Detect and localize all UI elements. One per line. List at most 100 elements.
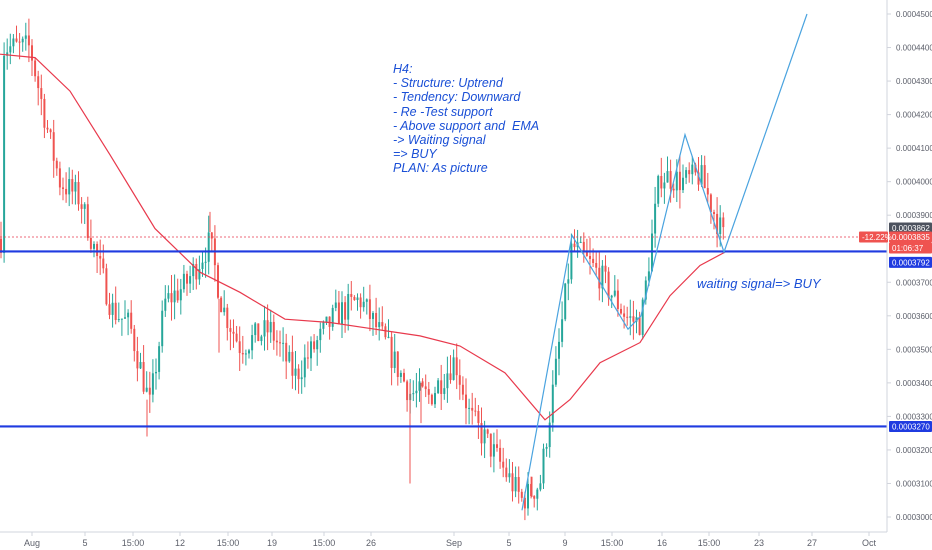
candle	[3, 42, 6, 263]
candle	[133, 324, 136, 362]
candle	[334, 289, 337, 312]
candle	[480, 407, 483, 456]
candle	[145, 371, 148, 393]
candle	[632, 300, 635, 340]
y-tick-label: 0.0004300	[896, 77, 932, 86]
candle	[644, 276, 647, 305]
candle	[173, 274, 176, 320]
candle	[564, 282, 567, 322]
candle	[620, 303, 622, 315]
x-tick-label: 15:00	[601, 538, 624, 548]
support-high-tag: 0.0003792	[889, 256, 932, 268]
candle	[108, 292, 111, 320]
candle	[356, 293, 359, 311]
candle	[440, 364, 443, 410]
candle	[319, 322, 322, 353]
candle	[65, 172, 68, 203]
candle	[350, 281, 353, 311]
candle	[458, 359, 461, 400]
candle	[96, 241, 99, 273]
candle	[344, 296, 347, 333]
candle	[585, 238, 588, 257]
candle	[651, 219, 653, 272]
candle	[378, 307, 381, 341]
candle	[657, 174, 660, 208]
candle	[161, 300, 164, 353]
candle	[347, 283, 350, 331]
plan-line: - Above support and EMA	[393, 118, 540, 133]
candle	[554, 346, 557, 387]
candle	[446, 356, 449, 403]
candle	[43, 93, 46, 139]
candle	[561, 301, 564, 348]
candle	[353, 295, 356, 301]
candle	[223, 290, 226, 316]
y-tick-label: 0.0004500	[896, 10, 932, 19]
candle	[136, 336, 139, 382]
candle	[34, 57, 37, 82]
candle	[496, 429, 498, 452]
candles	[0, 18, 725, 521]
candle	[399, 370, 402, 383]
plan-line: - Structure: Uptrend	[393, 76, 503, 91]
candle	[607, 267, 610, 306]
candle	[688, 162, 691, 183]
y-tick-label: 0.0003500	[896, 345, 932, 354]
candle	[182, 264, 185, 293]
candle	[530, 476, 533, 499]
candle	[533, 495, 536, 508]
candle	[263, 305, 266, 351]
candle	[313, 334, 316, 353]
x-tick-label: 16	[657, 538, 667, 548]
candle	[272, 314, 275, 350]
x-tick-label: 23	[754, 538, 764, 548]
candle	[201, 250, 204, 277]
candle	[455, 343, 458, 390]
candle	[151, 359, 154, 403]
candle	[626, 306, 629, 326]
candle	[275, 330, 278, 356]
candle	[415, 372, 418, 408]
x-tick-label: 19	[267, 538, 277, 548]
candle	[341, 291, 343, 338]
candle	[601, 260, 604, 303]
candle	[663, 172, 666, 204]
candle	[111, 293, 114, 328]
candle	[105, 263, 108, 306]
candle	[102, 244, 105, 274]
candle	[387, 319, 390, 339]
y-tick-label: 0.0003600	[896, 312, 932, 321]
x-tick-label: 15:00	[698, 538, 721, 548]
candle	[396, 351, 399, 386]
candle	[46, 119, 49, 133]
candle	[365, 298, 368, 315]
candle	[238, 326, 241, 371]
candle	[452, 349, 455, 381]
candle	[266, 304, 269, 351]
candle	[282, 327, 285, 362]
candle	[288, 345, 291, 363]
candle	[384, 323, 387, 340]
candle	[412, 380, 415, 402]
candle	[492, 432, 495, 473]
y-tick-label: 0.0004000	[896, 178, 932, 187]
svg-text:0.0003270: 0.0003270	[892, 422, 930, 431]
candle	[279, 330, 281, 357]
candle	[595, 252, 598, 276]
candle	[654, 186, 657, 248]
candle	[437, 378, 440, 395]
candle	[641, 297, 644, 340]
candle	[551, 370, 554, 432]
candle	[511, 461, 514, 502]
svg-text:-12.22%: -12.22%	[862, 233, 892, 242]
candle	[514, 466, 517, 498]
candle	[434, 386, 436, 408]
x-tick-label: Aug	[24, 538, 40, 548]
candle	[443, 373, 446, 400]
candle	[257, 323, 260, 342]
candle	[226, 303, 229, 341]
candle	[403, 368, 405, 383]
upper-price-tag: 0.0003862	[889, 222, 932, 234]
candle	[235, 325, 238, 343]
